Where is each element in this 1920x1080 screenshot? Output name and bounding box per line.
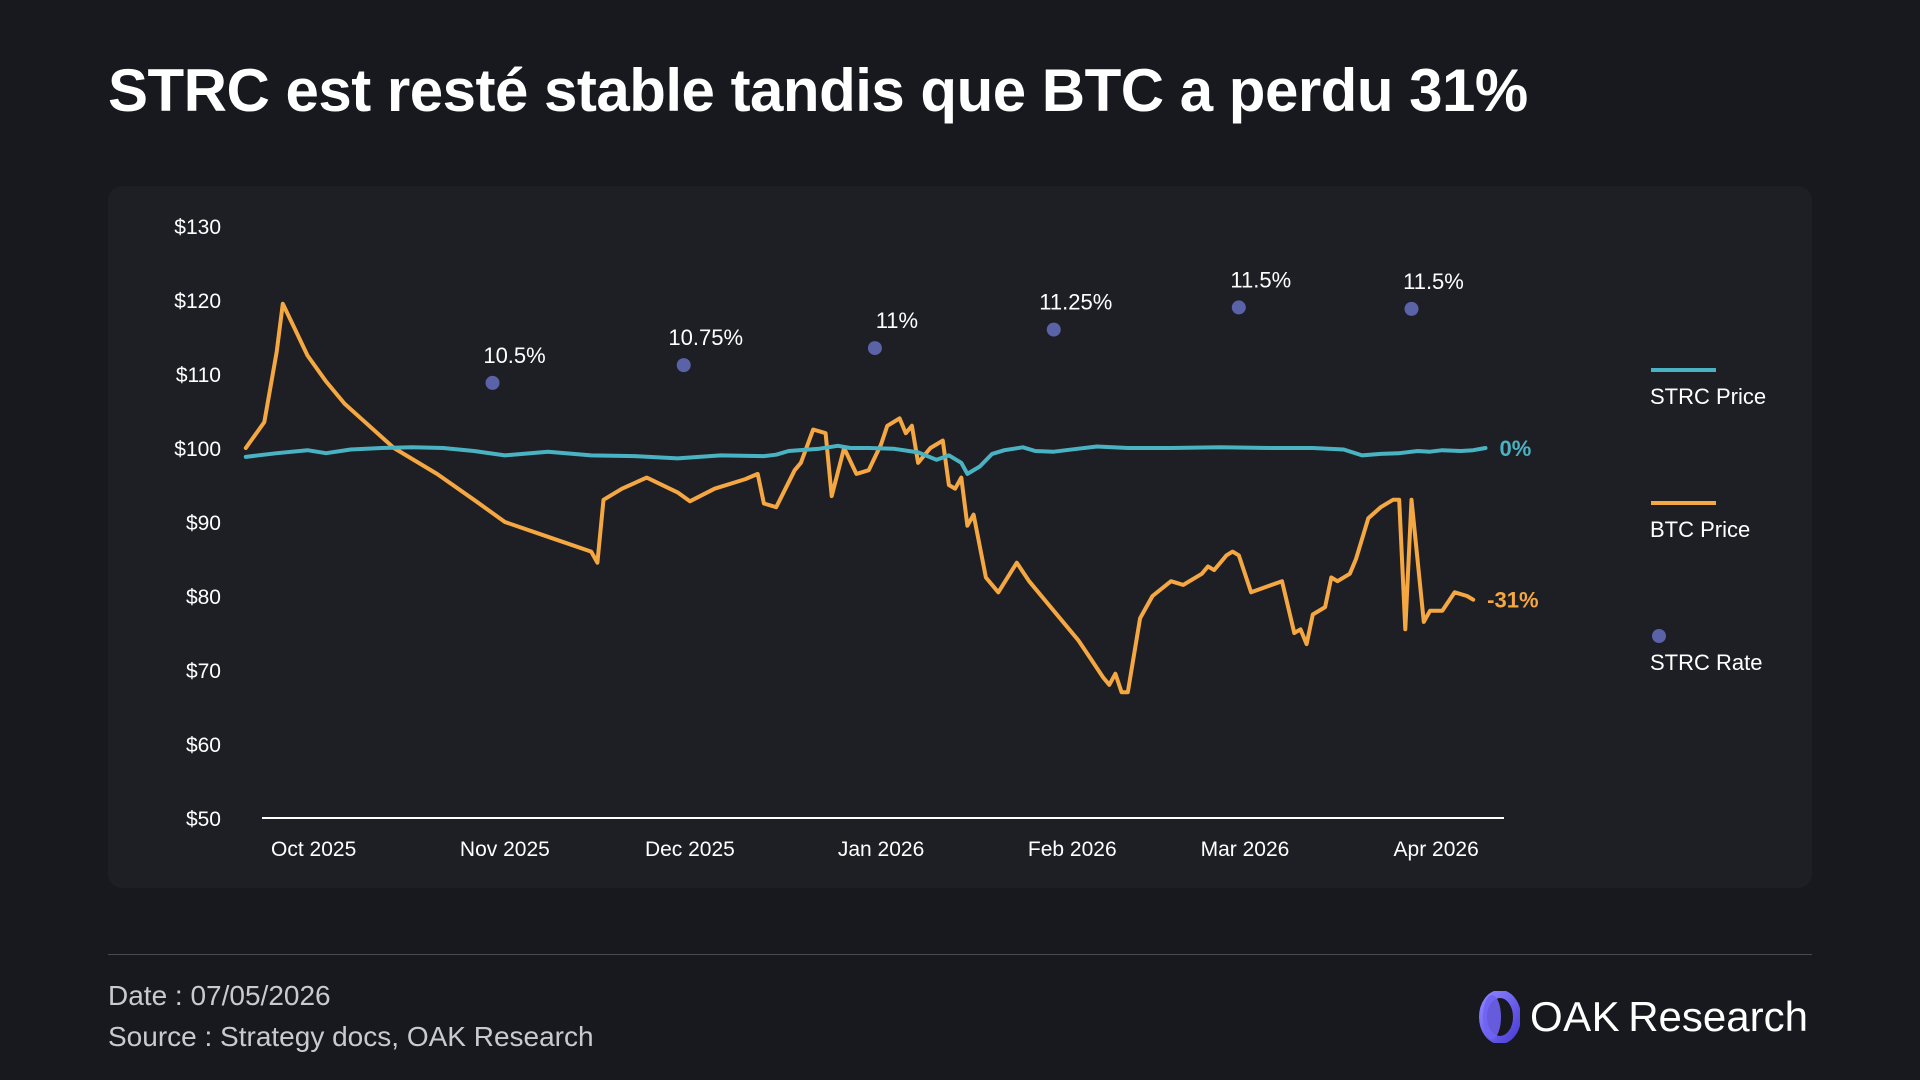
strc-rate-label: 10.5%	[483, 343, 545, 368]
x-tick-label: Feb 2026	[1028, 838, 1117, 861]
legend-label-strc-price: STRC Price	[1650, 384, 1766, 409]
y-tick-label: $130	[174, 216, 221, 239]
strc-rate-label: 10.75%	[668, 325, 743, 350]
footer-date: Date : 07/05/2026	[108, 980, 331, 1011]
strc-rate-label: 11.25%	[1039, 290, 1112, 315]
strc-rate-point	[485, 375, 500, 390]
chart-title: STRC est resté stable tandis que BTC a p…	[108, 57, 1528, 124]
rate-points: 10.5% 10.75% 11% 11.25% 11.5% 11.5%	[483, 267, 1464, 390]
y-tick-label: $80	[186, 586, 221, 609]
legend-label-strc-rate: STRC Rate	[1650, 650, 1762, 675]
x-tick-label: Nov 2025	[460, 838, 550, 861]
legend: STRC Price BTC Price STRC Rate	[1650, 368, 1766, 675]
y-tick-label: $60	[186, 734, 221, 757]
strc-rate-point	[1046, 322, 1061, 337]
strc-rate-point	[1404, 301, 1419, 316]
y-axis-labels: $130 $120 $110 $100 $90 $80 $70 $60 $50	[174, 216, 221, 831]
x-tick-label: Mar 2026	[1201, 838, 1290, 861]
strc-rate-point	[676, 358, 691, 373]
y-tick-label: $120	[174, 290, 221, 313]
x-tick-label: Apr 2026	[1394, 838, 1479, 861]
end-labels: -31% 0%	[1487, 436, 1538, 613]
logo-text-research: Research	[1628, 993, 1808, 1040]
logo-text-oak: OAK	[1530, 993, 1621, 1040]
x-axis-labels: Oct 2025 Nov 2025 Dec 2025 Jan 2026 Feb 2026…	[271, 838, 1479, 861]
strc-rate-label: 11.5%	[1230, 267, 1291, 292]
btc-price-line	[243, 301, 1476, 695]
oak-logo-icon	[1479, 991, 1520, 1043]
btc-price-end-label: -31%	[1487, 588, 1538, 613]
y-tick-label: $110	[176, 364, 221, 387]
strc-price-line	[243, 443, 1488, 476]
legend-label-btc-price: BTC Price	[1650, 517, 1750, 542]
footer-divider	[108, 954, 1812, 955]
series-lines	[243, 301, 1488, 695]
x-tick-label: Dec 2025	[645, 838, 735, 861]
y-tick-label: $70	[186, 660, 221, 683]
chart-panel	[108, 186, 1812, 888]
strc-rate-label: 11%	[876, 308, 918, 333]
y-tick-label: $100	[174, 438, 221, 461]
y-tick-label: $50	[186, 808, 221, 831]
y-tick-label: $90	[186, 512, 221, 535]
x-tick-label: Jan 2026	[838, 838, 924, 861]
footer-source: Source : Strategy docs, OAK Research	[108, 1021, 594, 1052]
strc-rate-label: 11.5%	[1403, 269, 1464, 294]
x-tick-label: Oct 2025	[271, 838, 356, 861]
strc-rate-point	[867, 341, 882, 356]
legend-swatch-strc-rate	[1652, 629, 1666, 643]
strc-rate-point	[1231, 300, 1246, 315]
strc-price-end-label: 0%	[1499, 436, 1531, 461]
oak-research-logo: OAK Research	[1476, 990, 1808, 1044]
